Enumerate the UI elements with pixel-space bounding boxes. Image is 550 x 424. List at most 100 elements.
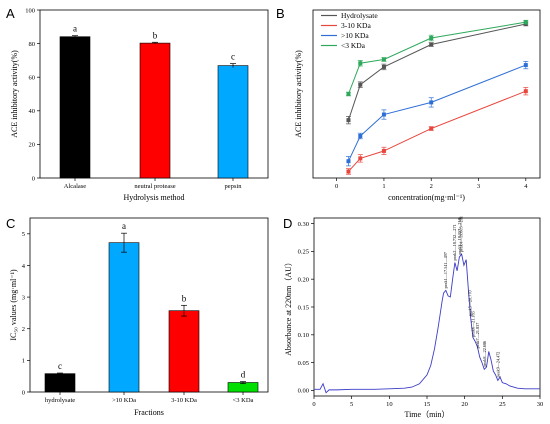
legend-label-b: <3 KDa (341, 41, 366, 50)
y-tick-label-a: 40 (29, 108, 36, 115)
y-tick-label-c: 5 (22, 231, 25, 238)
series-line-b (347, 23, 526, 121)
y-tick-label-d: 0.05 (298, 360, 309, 367)
x-tick-label-d: 15 (424, 401, 431, 408)
legend-label-b: >10 KDa (341, 31, 369, 40)
x-tick-label-d: 0 (312, 401, 315, 408)
y-axis-title-b: ACE inhibitory activity(%) (294, 50, 303, 138)
y-tick-label-c: 0 (22, 389, 25, 396)
y-tick-label-d: 0.15 (298, 304, 309, 311)
data-point-b (346, 159, 351, 164)
peak-label-d: peak1—17.541—497 (443, 252, 448, 288)
data-point-b (381, 148, 386, 153)
legend-label-b: Hydrolysate (341, 11, 378, 20)
data-point-b (381, 57, 386, 62)
peak-label-d: peak5—20.770 (468, 290, 473, 316)
y-tick-label-d: 0.10 (298, 332, 309, 339)
bar-a (217, 65, 249, 179)
y-tick-label-c: 3 (22, 294, 25, 301)
x-tick-label-d: 30 (537, 401, 544, 408)
data-point-b (358, 82, 363, 87)
y-tick-label-a: 0 (32, 175, 35, 182)
panel-letter-d: D (283, 216, 292, 231)
x-tick-label-b: 4 (524, 183, 528, 190)
y-axis-title-c: IC₅₀ values (mg·ml⁻¹) (9, 269, 18, 341)
significance-letter-a: a (73, 24, 77, 34)
chromatogram-trace (314, 253, 540, 394)
plot-frame-b (312, 9, 541, 179)
significance-letter-a: b (153, 30, 158, 40)
data-point-b (358, 61, 363, 66)
bar-c (227, 382, 259, 393)
peak-label-d: peak3—19.357—218 (457, 218, 462, 254)
y-tick-label-c: 2 (22, 326, 25, 333)
category-label-c: <3 KDa (233, 397, 254, 404)
y-tick-label-a: 80 (29, 41, 36, 48)
x-tick-label-d: 20 (461, 401, 468, 408)
category-label-a: neutral protease (134, 183, 175, 190)
peak-label-d: peak8—22.686 (482, 341, 487, 367)
x-tick-label-d: 10 (386, 401, 393, 408)
bar-c (168, 310, 200, 393)
peak-label-d: peak4—19.605—201 (459, 216, 464, 252)
category-label-a: Alcalase (64, 183, 86, 190)
panel-letter-a: A (6, 6, 15, 21)
chart-a-activity-by-method: 0 20 40 60 80 100 a Alcalase b neutral protease c p… (10, 7, 269, 202)
series-line-b (348, 64, 526, 162)
y-tick-label-d: 0.25 (298, 249, 309, 256)
data-point-b (429, 126, 434, 131)
data-point-b (381, 64, 386, 69)
x-tick-label-d: 25 (499, 401, 506, 408)
data-point-b (346, 169, 351, 174)
x-tick-label-b: 3 (477, 183, 480, 190)
significance-letter-c: b (182, 293, 187, 303)
category-label-c: >10 KDa (112, 397, 136, 404)
y-axis-title-d: Absorbance at 220nm（AU） (284, 258, 293, 356)
x-tick-label-b: 2 (430, 183, 433, 190)
data-point-b (523, 20, 528, 25)
panel-letter-b: B (276, 6, 285, 21)
y-tick-label-a: 60 (29, 75, 36, 82)
y-tick-label-a: 20 (29, 142, 36, 149)
x-tick-label-b: 0 (335, 183, 338, 190)
peak-label-d: peak7—21.837 (475, 323, 480, 349)
y-tick-label-a: 100 (25, 7, 35, 14)
bar-c (108, 242, 140, 393)
peak-label-d: peak2—18.732—271 (452, 224, 457, 260)
y-tick-label-d: 0.00 (298, 388, 309, 395)
chart-c-ic50-by-fraction: 0 1 2 3 4 5 c hydrolysate a >10 KDa b 3-10 KDa d <3 K… (9, 217, 269, 417)
data-point-b (381, 112, 386, 117)
data-point-b (429, 42, 434, 47)
chart-d-chromatogram: 0.00 0.05 0.10 0.15 0.20 0.25 0.30 0 5 10 15 20 25 30… (284, 216, 543, 419)
bar-a (59, 36, 91, 179)
y-tick-label-c: 4 (22, 263, 26, 270)
y-tick-label-c: 1 (22, 358, 25, 365)
category-label-c: 3-10 KDa (171, 397, 197, 404)
significance-letter-c: a (122, 221, 126, 231)
peak-label-d: peak9—24.472 (496, 352, 501, 378)
peak-label-d: peak6—21.185 (471, 311, 476, 337)
plot-frame-d (313, 217, 541, 397)
series-line-b (348, 90, 526, 172)
bar-c (44, 373, 76, 393)
data-point-b (358, 134, 363, 138)
x-axis-title-c: Fractions (134, 408, 164, 417)
panel-letter-c: C (6, 216, 15, 231)
significance-letter-c: c (58, 361, 62, 371)
y-tick-label-d: 0.30 (298, 221, 309, 228)
x-axis-title-b: concentration(mg·ml⁻¹) (388, 193, 465, 202)
y-axis-title-a: ACE inhibitory activity(%) (10, 50, 19, 138)
bar-a (139, 42, 171, 179)
data-point-b (346, 92, 351, 96)
data-point-b (346, 118, 351, 123)
data-point-b (429, 100, 434, 105)
series-line-b (348, 21, 526, 95)
x-axis-title-a: Hydrolysis method (123, 193, 184, 202)
data-point-b (523, 63, 528, 68)
plot-frame-c (29, 217, 269, 393)
category-label-a: pepsin (225, 183, 243, 190)
data-point-b (523, 89, 528, 94)
category-label-c: hydrolysate (45, 397, 75, 404)
